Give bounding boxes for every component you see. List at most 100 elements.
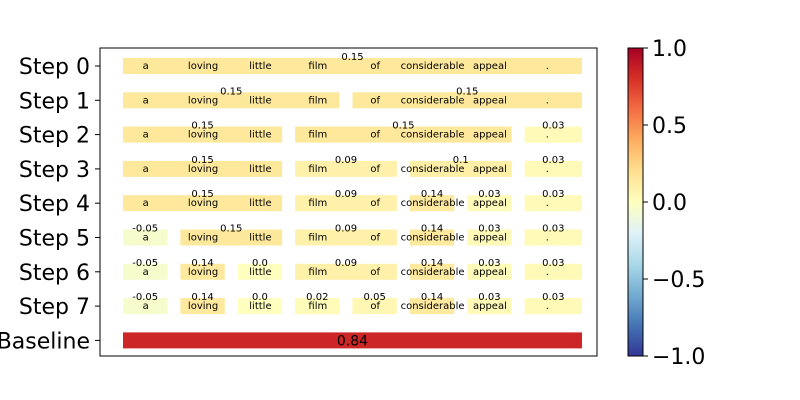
segment-value-label: 0.15 xyxy=(456,86,478,97)
token-label: considerable xyxy=(401,95,465,106)
segment-value-label: 0.14 xyxy=(421,258,443,269)
token-label: a xyxy=(143,301,149,312)
token-label: little xyxy=(249,267,271,278)
token-label: a xyxy=(143,267,149,278)
segment-value-label: 0.03 xyxy=(542,258,564,269)
segment-value-label: 0.14 xyxy=(421,292,443,303)
token-label: film xyxy=(308,130,327,141)
token-label: appeal xyxy=(473,164,507,175)
segment-bar xyxy=(123,58,582,74)
row-label: Step 3 xyxy=(19,158,90,183)
segment-value-label: 0.05 xyxy=(364,292,386,303)
segment-value-label: 0.03 xyxy=(542,121,564,132)
token-label: . xyxy=(546,130,549,141)
segment-bar xyxy=(237,298,283,315)
segment-value-label: 0.09 xyxy=(335,155,357,166)
token-label: appeal xyxy=(473,301,507,312)
token-label: film xyxy=(308,301,327,312)
token-label: a xyxy=(143,95,149,106)
token-label: film xyxy=(308,61,327,72)
segment-value-label: 0.14 xyxy=(421,224,443,235)
colorbar-tick-label: 0.5 xyxy=(652,114,687,139)
token-label: of xyxy=(370,267,380,278)
token-label: appeal xyxy=(473,130,507,141)
segment-bar xyxy=(123,298,168,315)
segment-bar xyxy=(123,263,168,280)
segment-bar xyxy=(123,160,283,177)
segment-value-label: 0.03 xyxy=(542,155,564,166)
colorbar-tick-label: 1.0 xyxy=(652,37,687,62)
segment-value-label: 0.1 xyxy=(453,155,469,166)
segment-bar xyxy=(467,229,512,246)
segment-value-label: -0.05 xyxy=(132,292,158,303)
token-label: a xyxy=(143,233,149,244)
token-label: considerable xyxy=(401,164,465,175)
token-label: film xyxy=(308,267,327,278)
token-label: of xyxy=(370,61,380,72)
segment-value-label: 0.15 xyxy=(392,121,414,132)
segment-bar xyxy=(524,195,582,212)
segment-bar xyxy=(295,229,397,246)
token-label: loving xyxy=(188,95,218,106)
token-label: considerable xyxy=(401,130,465,141)
token-label: considerable xyxy=(401,267,465,278)
token-label: film xyxy=(308,164,327,175)
segment-bar xyxy=(409,229,455,246)
segment-bar xyxy=(409,263,455,280)
token-label: loving xyxy=(188,233,218,244)
segment-value-label: 0.09 xyxy=(335,258,357,269)
segment-bar xyxy=(295,263,397,280)
token-label: of xyxy=(370,164,380,175)
segment-bar xyxy=(295,160,397,177)
segment-value-label: 0.15 xyxy=(341,52,363,63)
segment-bar xyxy=(237,263,283,280)
token-label: little xyxy=(249,164,271,175)
segment-value-label: 0.0 xyxy=(252,292,268,303)
token-label: considerable xyxy=(401,198,465,209)
token-label: . xyxy=(546,95,549,106)
token-label: little xyxy=(249,61,271,72)
segment-value-label: 0.09 xyxy=(335,189,357,200)
token-label: . xyxy=(546,233,549,244)
token-label: appeal xyxy=(473,267,507,278)
token-label: loving xyxy=(188,267,218,278)
token-label: considerable xyxy=(401,301,465,312)
segment-bar xyxy=(180,263,225,280)
segment-bar xyxy=(295,126,512,143)
segment-value-label: 0.03 xyxy=(478,189,500,200)
segment-bar xyxy=(467,263,512,280)
segment-value-label: 0.03 xyxy=(542,189,564,200)
token-label: considerable xyxy=(401,233,465,244)
row-label: Step 2 xyxy=(19,124,90,149)
token-label: . xyxy=(546,267,549,278)
colorbar-tick-label: −0.5 xyxy=(652,268,705,293)
token-label: film xyxy=(308,95,327,106)
segment-value-label: 0.15 xyxy=(191,189,213,200)
token-label: loving xyxy=(188,301,218,312)
segment-value-label: 0.15 xyxy=(220,224,242,235)
segment-bar xyxy=(180,298,225,315)
segment-bar xyxy=(409,195,455,212)
segment-value-label: 0.02 xyxy=(306,292,328,303)
segment-value-label: 0.09 xyxy=(335,224,357,235)
token-label: of xyxy=(370,95,380,106)
segment-bar xyxy=(524,229,582,246)
row-label: Step 6 xyxy=(19,261,90,286)
token-label: loving xyxy=(188,198,218,209)
segment-bar xyxy=(123,332,582,349)
row-label: Baseline xyxy=(0,329,90,354)
token-label: a xyxy=(143,164,149,175)
segment-bar xyxy=(352,92,582,109)
token-label: considerable xyxy=(401,61,465,72)
segment-bar xyxy=(123,229,168,246)
segment-value-label: 0.14 xyxy=(191,258,213,269)
token-label: appeal xyxy=(473,95,507,106)
token-label: . xyxy=(546,164,549,175)
token-label: a xyxy=(143,130,149,141)
segment-bar xyxy=(295,298,340,315)
segment-value-label: 0.03 xyxy=(542,292,564,303)
segment-bar xyxy=(352,298,397,315)
token-label: little xyxy=(249,198,271,209)
row-label: Step 7 xyxy=(19,295,90,320)
